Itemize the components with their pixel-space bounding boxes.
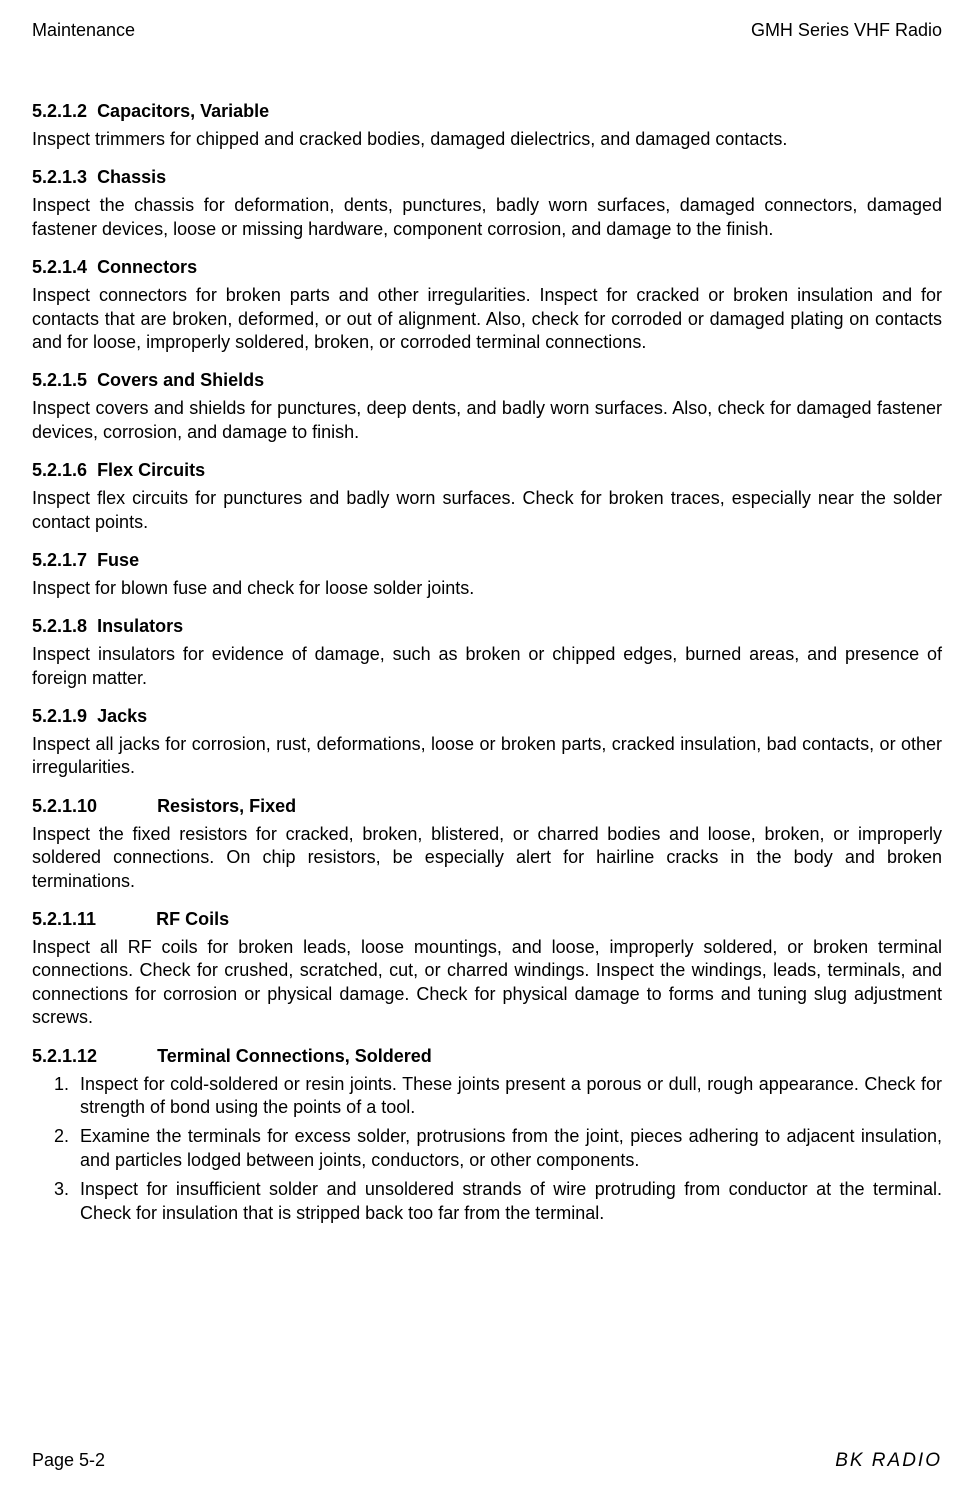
section-title: Chassis — [97, 167, 166, 187]
section: 5.2.1.11 RF Coils Inspect all RF coils for… — [32, 909, 942, 1030]
section-body: Inspect connectors for broken parts and … — [32, 284, 942, 354]
section-title: Insulators — [97, 616, 183, 636]
section: 5.2.1.10 Resistors, Fixed Inspect the fixe… — [32, 796, 942, 893]
section-number: 5.2.1.2 — [32, 101, 87, 122]
section-title: Jacks — [97, 706, 147, 726]
section-number: 5.2.1.6 — [32, 460, 87, 481]
section-title: Terminal Connections, Soldered — [157, 1046, 432, 1067]
page: Maintenance GMH Series VHF Radio 5.2.1.2… — [0, 0, 974, 1494]
page-footer: Page 5-2 BK RADIO — [32, 1450, 942, 1472]
page-header: Maintenance GMH Series VHF Radio — [32, 20, 942, 41]
footer-left: Page 5-2 — [32, 1450, 105, 1472]
section: 5.2.1.8 Insulators Inspect insulators for… — [32, 616, 942, 690]
section-number: 5.2.1.12 — [32, 1046, 97, 1067]
section-number: 5.2.1.11 — [32, 909, 96, 930]
section-number: 5.2.1.7 — [32, 550, 87, 571]
section-number: 5.2.1.4 — [32, 257, 87, 278]
section-heading: 5.2.1.7 Fuse — [32, 550, 942, 571]
section: 5.2.1.3 Chassis Inspect the chassis for d… — [32, 167, 942, 241]
section-heading: 5.2.1.2 Capacitors, Variable — [32, 101, 942, 122]
section-heading: 5.2.1.6 Flex Circuits — [32, 460, 942, 481]
section-body: Inspect the chassis for deformation, den… — [32, 194, 942, 241]
section-title: Connectors — [97, 257, 197, 277]
list-item: Examine the terminals for excess solder,… — [74, 1125, 942, 1172]
section-body: Inspect flex circuits for punctures and … — [32, 487, 942, 534]
section-heading: 5.2.1.10 Resistors, Fixed — [32, 796, 942, 817]
section-heading: 5.2.1.3 Chassis — [32, 167, 942, 188]
list-item: Inspect for insufficient solder and unso… — [74, 1178, 942, 1225]
section-title: Flex Circuits — [97, 460, 205, 480]
section-heading: 5.2.1.4 Connectors — [32, 257, 942, 278]
section-body: Inspect for blown fuse and check for loo… — [32, 577, 942, 600]
section-heading: 5.2.1.5 Covers and Shields — [32, 370, 942, 391]
section-body: Inspect all jacks for corrosion, rust, d… — [32, 733, 942, 780]
header-left: Maintenance — [32, 20, 135, 41]
section-number: 5.2.1.9 — [32, 706, 87, 727]
section: 5.2.1.6 Flex Circuits Inspect flex circui… — [32, 460, 942, 534]
content-body: 5.2.1.2 Capacitors, Variable Inspect trim… — [32, 101, 942, 1225]
section: 5.2.1.2 Capacitors, Variable Inspect trim… — [32, 101, 942, 151]
section: 5.2.1.12 Terminal Connections, Soldered In… — [32, 1046, 942, 1225]
section-body: Inspect covers and shields for punctures… — [32, 397, 942, 444]
section-heading: 5.2.1.12 Terminal Connections, Soldered — [32, 1046, 942, 1067]
section: 5.2.1.9 Jacks Inspect all jacks for corro… — [32, 706, 942, 780]
section: 5.2.1.7 Fuse Inspect for blown fuse and c… — [32, 550, 942, 600]
section-body: Inspect the fixed resistors for cracked,… — [32, 823, 942, 893]
section: 5.2.1.4 Connectors Inspect connectors for… — [32, 257, 942, 354]
list-item: Inspect for cold-soldered or resin joint… — [74, 1073, 942, 1120]
footer-right: BK RADIO — [835, 1450, 942, 1472]
section-title: Resistors, Fixed — [157, 796, 296, 817]
section-number: 5.2.1.3 — [32, 167, 87, 188]
section-title: Covers and Shields — [97, 370, 264, 390]
header-right: GMH Series VHF Radio — [751, 20, 942, 41]
section-title: Fuse — [97, 550, 139, 570]
section-number: 5.2.1.10 — [32, 796, 97, 817]
section-heading: 5.2.1.8 Insulators — [32, 616, 942, 637]
section-list: Inspect for cold-soldered or resin joint… — [32, 1073, 942, 1225]
section-body: Inspect insulators for evidence of damag… — [32, 643, 942, 690]
section-number: 5.2.1.8 — [32, 616, 87, 637]
section-heading: 5.2.1.9 Jacks — [32, 706, 942, 727]
section-heading: 5.2.1.11 RF Coils — [32, 909, 942, 930]
section-title: Capacitors, Variable — [97, 101, 269, 121]
section-body: Inspect all RF coils for broken leads, l… — [32, 936, 942, 1030]
section-title: RF Coils — [156, 909, 229, 930]
section: 5.2.1.5 Covers and Shields Inspect covers… — [32, 370, 942, 444]
section-number: 5.2.1.5 — [32, 370, 87, 391]
section-body: Inspect trimmers for chipped and cracked… — [32, 128, 942, 151]
